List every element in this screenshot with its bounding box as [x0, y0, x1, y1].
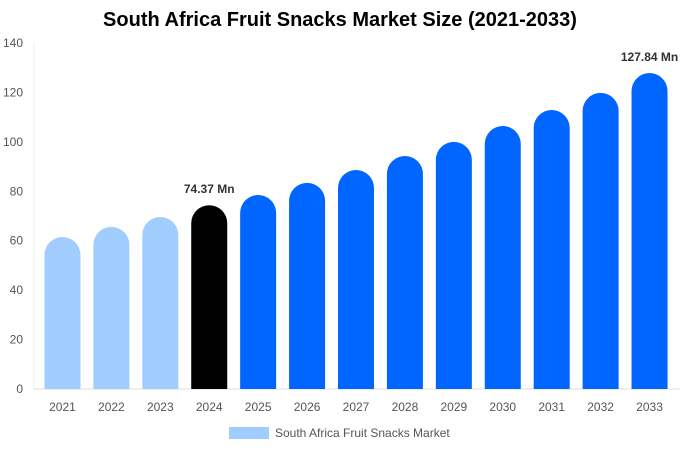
data-label: 74.37 Mn	[184, 182, 235, 196]
legend-label: South Africa Fruit Snacks Market	[275, 426, 450, 440]
y-tick-label: 60	[10, 234, 24, 248]
x-tick-label: 2022	[98, 400, 125, 414]
y-tick-label: 100	[3, 135, 23, 149]
y-tick-label: 80	[10, 184, 24, 198]
y-tick-label: 40	[10, 283, 24, 297]
y-tick-label: 20	[10, 333, 24, 347]
x-tick-label: 2023	[147, 400, 174, 414]
x-tick-label: 2021	[49, 400, 76, 414]
y-tick-label: 0	[16, 382, 23, 396]
x-tick-label: 2028	[392, 400, 419, 414]
bar	[386, 155, 423, 389]
bar	[44, 237, 81, 389]
bar	[191, 205, 228, 389]
bar	[582, 92, 619, 390]
x-tick-label: 2024	[196, 400, 223, 414]
x-tick-label: 2031	[538, 400, 565, 414]
x-tick-label: 2032	[587, 400, 614, 414]
chart-title: South Africa Fruit Snacks Market Size (2…	[103, 9, 577, 31]
x-tick-label: 2027	[343, 400, 370, 414]
x-tick-label: 2033	[636, 400, 663, 414]
x-tick-label: 2026	[294, 400, 321, 414]
bar	[435, 141, 472, 389]
bar	[338, 170, 374, 389]
y-tick-label: 120	[3, 85, 23, 99]
x-tick-label: 2030	[489, 400, 516, 414]
legend-swatch	[229, 427, 269, 439]
x-tick-label: 2025	[245, 400, 272, 414]
bar	[93, 226, 130, 389]
bar	[631, 73, 668, 389]
bar	[142, 216, 179, 389]
x-tick-label: 2029	[440, 400, 467, 414]
legend[interactable]: South Africa Fruit Snacks Market	[229, 426, 450, 440]
y-tick-label: 140	[3, 36, 23, 50]
bar	[240, 194, 277, 389]
bar	[484, 126, 521, 390]
bar	[289, 182, 326, 389]
data-label: 127.84 Mn	[621, 50, 678, 64]
bar	[533, 109, 570, 390]
